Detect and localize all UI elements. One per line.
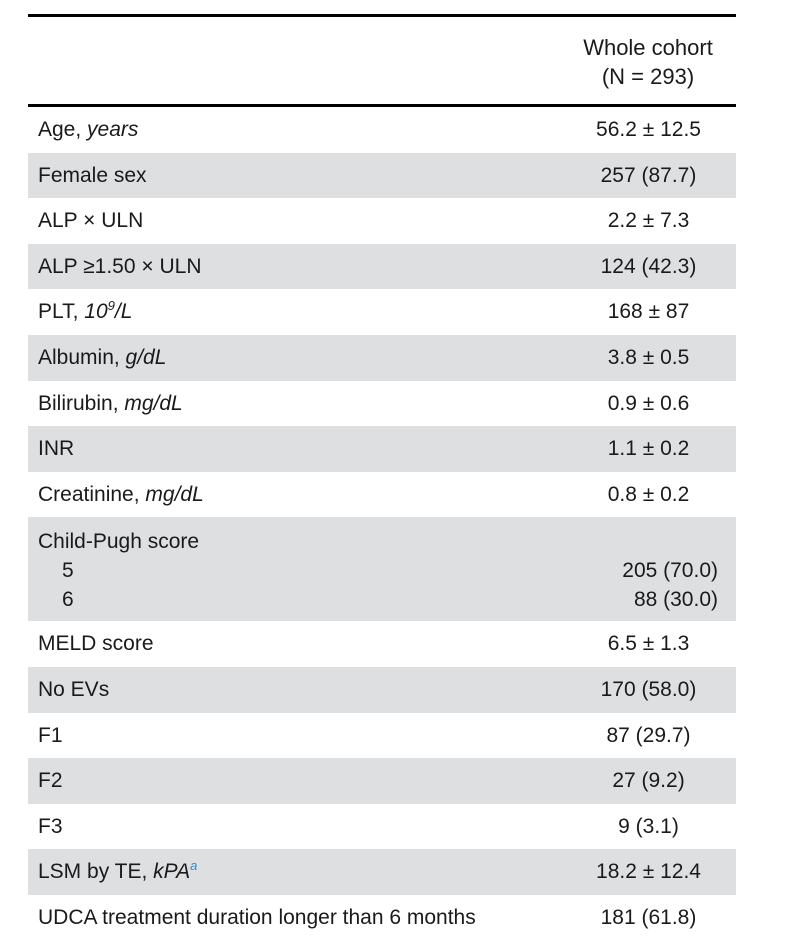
row-value: 1.1 ± 0.2 <box>607 437 690 461</box>
row-label: Bilirubin, mg/dL <box>38 391 183 415</box>
row-label: INR <box>38 437 75 461</box>
table-row-alp-uln: ALP × ULN 2.2 ± 7.3 <box>28 198 736 244</box>
table-row-f2: F2 27 (9.2) <box>28 758 736 804</box>
table-row-alp-threshold: ALP ≥1.50 × ULN 124 (42.3) <box>28 243 736 290</box>
row-value: 56.2 ± 12.5 <box>596 118 701 141</box>
row-label: No EVs <box>38 677 110 701</box>
table-header-rule <box>28 104 736 107</box>
row-value: 181 (61.8) <box>600 905 697 929</box>
table-row-female-sex: Female sex 257 (87.7) <box>28 152 736 199</box>
table-row-lsm: LSM by TE, kPAa 18.2 ± 12.4 <box>28 849 736 895</box>
table-row-inr: INR 1.1 ± 0.2 <box>28 426 736 472</box>
row-value: 124 (42.3) <box>600 254 697 278</box>
row-label: Age, years <box>38 118 139 141</box>
table-row-f1: F1 87 (29.7) <box>28 713 736 759</box>
table-row-age: Age, years 56.2 ± 12.5 <box>28 107 736 153</box>
row-label: UDCA treatment duration longer than 6 mo… <box>38 905 476 929</box>
column-header-line1: Whole cohort <box>583 35 713 60</box>
column-header-whole-cohort: Whole cohort (N = 293) <box>558 33 738 91</box>
table-row-no-evs: No EVs 170 (58.0) <box>28 666 736 713</box>
row-value: 2.2 ± 7.3 <box>607 209 690 233</box>
row-label: F3 <box>38 814 63 838</box>
row-label: Albumin, g/dL <box>38 345 167 369</box>
table-top-rule <box>28 14 736 17</box>
column-header-line2: (N = 293) <box>601 64 695 89</box>
table-row-meld: MELD score 6.5 ± 1.3 <box>28 621 736 667</box>
sub-label-6: 6 <box>62 588 74 612</box>
table-row-child-pugh: Child-Pugh score 5 6 205 (70.0) 88 (30.0… <box>28 517 736 622</box>
table-header: Whole cohort (N = 293) <box>28 17 736 104</box>
sub-value-6: 88 (30.0) <box>633 588 718 612</box>
row-value: 205 (70.0) 88 (30.0) <box>571 556 726 614</box>
baseline-characteristics-table: Whole cohort (N = 293) Age, years 56.2 ±… <box>28 14 736 941</box>
table-row-creatinine: Creatinine, mg/dL 0.8 ± 0.2 <box>28 472 736 518</box>
sub-value-5: 205 (70.0) <box>622 559 718 583</box>
row-label: PLT, 109/L <box>38 298 133 324</box>
row-value: 257 (87.7) <box>600 163 697 187</box>
row-value: 9 (3.1) <box>618 814 679 838</box>
row-label: ALP ≥1.50 × ULN <box>38 254 202 278</box>
row-value: 6.5 ± 1.3 <box>607 632 690 656</box>
row-value: 27 (9.2) <box>612 769 685 793</box>
table-row-udca: UDCA treatment duration longer than 6 mo… <box>28 895 736 941</box>
row-label: LSM by TE, kPAa <box>38 858 198 884</box>
table-row-albumin: Albumin, g/dL 3.8 ± 0.5 <box>28 334 736 381</box>
row-label: MELD score <box>38 632 154 656</box>
row-value: 0.9 ± 0.6 <box>607 391 690 415</box>
row-label: Child-Pugh score 5 6 <box>38 527 199 614</box>
table-row-bilirubin: Bilirubin, mg/dL 0.9 ± 0.6 <box>28 381 736 427</box>
row-value: 87 (29.7) <box>606 723 691 747</box>
row-label: ALP × ULN <box>38 209 144 233</box>
row-value: 3.8 ± 0.5 <box>607 345 690 369</box>
row-label: F1 <box>38 723 63 747</box>
row-label: F2 <box>38 769 63 793</box>
row-label: Creatinine, mg/dL <box>38 482 204 506</box>
row-value: 170 (58.0) <box>600 677 697 701</box>
row-value: 18.2 ± 12.4 <box>596 860 701 884</box>
table-row-plt: PLT, 109/L 168 ± 87 <box>28 289 736 335</box>
row-label: Female sex <box>38 163 147 187</box>
row-value: 0.8 ± 0.2 <box>607 482 690 506</box>
table-row-f3: F3 9 (3.1) <box>28 804 736 850</box>
row-value: 168 ± 87 <box>607 300 690 324</box>
footnote-marker: a <box>190 858 198 874</box>
sub-label-5: 5 <box>62 559 74 583</box>
